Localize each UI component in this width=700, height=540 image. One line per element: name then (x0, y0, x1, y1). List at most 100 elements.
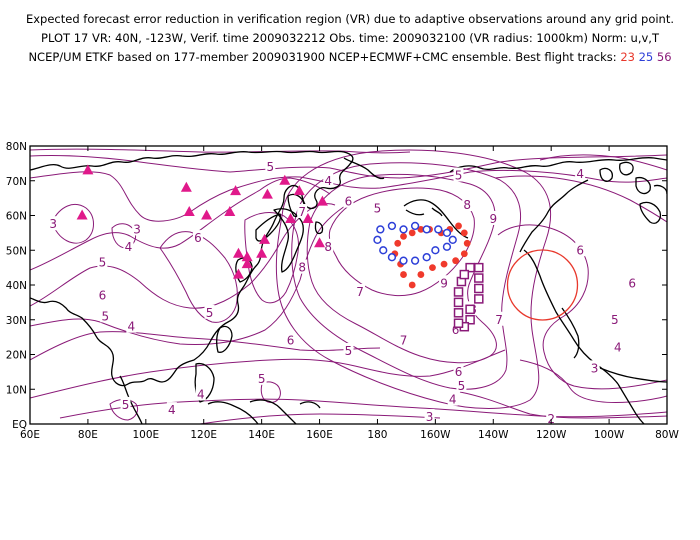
contour-label-bg (546, 410, 557, 424)
axis-tick-labels: 60E 80E 100E 120E 140E 160E 180 160W 140W 120W 100… (6, 141, 680, 441)
track-25-point (399, 256, 408, 265)
track-23-point (440, 260, 448, 268)
observation-triangle (316, 195, 328, 206)
track-23-point (417, 226, 425, 233)
contour-label-bg (97, 287, 108, 302)
verification-region-circle (506, 249, 579, 321)
contour-label-bg (323, 238, 334, 253)
contour-label: 5 (455, 169, 463, 183)
contour-label-bg (456, 377, 467, 392)
title-line-3-text: NCEP/UM ETKF based on 177-member 2009031… (28, 50, 617, 64)
x-tick-label: 80W (655, 429, 679, 441)
track-25-point (448, 235, 457, 244)
track-23-point (417, 271, 425, 278)
x-tick-label: 80E (78, 429, 98, 441)
track-56-point (474, 273, 484, 283)
contour-label: 6 (345, 195, 353, 209)
observation-triangle (201, 209, 213, 220)
track-25-point (373, 235, 382, 244)
contour-label: 5 (99, 255, 107, 269)
contour-label-bg (627, 275, 638, 290)
contour-label: 4 (128, 320, 136, 334)
y-tick-label: EQ (12, 419, 27, 431)
observation-triangle (183, 206, 195, 217)
track-23-point (463, 239, 471, 247)
title-line-1: Expected forecast error reduction in ver… (25, 12, 675, 26)
track-label-25: 25 (638, 50, 654, 64)
x-tick-label: 60E (20, 429, 40, 441)
contour-label-bg (265, 158, 276, 173)
contour-label-bg (100, 308, 111, 323)
y-tick-label: 40N (6, 280, 27, 292)
contour-label-bg (126, 318, 137, 333)
track-25-point (442, 242, 452, 251)
contour-label-bg (204, 304, 215, 319)
contour-label: 7 (495, 313, 503, 327)
y-tick-label: 20N (6, 350, 27, 362)
contour-label: 3 (426, 410, 434, 424)
contour-label: 5 (374, 202, 382, 216)
symbol-layer: 3345654565454676545898879876756654323456… (48, 158, 638, 424)
contour-label-bg (97, 254, 108, 269)
contour-label-bg (123, 238, 134, 253)
contour-label-bg (575, 165, 586, 180)
track-25-point (387, 221, 397, 231)
contour-label: 6 (99, 288, 107, 302)
contour-label: 7 (400, 334, 408, 348)
contour-label: 6 (287, 334, 295, 348)
contour-label: 4 (449, 393, 457, 407)
contour-label: 4 (125, 240, 133, 254)
track-23-point (460, 250, 468, 258)
track-56-point (474, 262, 484, 273)
contour-label: 6 (628, 276, 636, 290)
contour-label: 4 (197, 387, 205, 401)
contour-label: 6 (576, 243, 584, 257)
observation-triangle (259, 233, 271, 244)
observation-triangle (241, 251, 253, 262)
contour-label: 9 (440, 276, 448, 290)
observation-triangle (241, 258, 253, 269)
contour-label-bg (166, 402, 177, 417)
contour-lines (30, 148, 667, 424)
plot-frame (29, 145, 668, 425)
contour-label-bg (192, 230, 203, 245)
track-25-point (410, 256, 420, 265)
contour-label: 4 (614, 341, 622, 355)
contour-label: 5 (345, 344, 353, 358)
contour-label-bg (355, 283, 366, 298)
contour-label-bg (323, 172, 334, 187)
contour-label: 4 (576, 167, 584, 181)
contour-label: 5 (122, 398, 130, 412)
track-56-point (465, 315, 475, 325)
contour-label-bg (343, 193, 354, 208)
track-25-point (422, 225, 431, 234)
contour-label-bg (297, 204, 308, 219)
contour-label-bg (195, 386, 206, 401)
contour-label: 3 (591, 361, 599, 375)
figure-title: Expected forecast error reduction in ver… (0, 10, 700, 67)
contour-label-bg (372, 200, 383, 215)
contour-label: 8 (463, 198, 471, 212)
x-tick-label: 100W (594, 429, 625, 441)
observation-triangle (180, 181, 192, 192)
contour-label: 8 (298, 261, 306, 275)
track-25-point (376, 225, 385, 234)
title-line-2: PLOT 17 VR: 40N, -123W, Verif. time 2009… (41, 31, 659, 45)
track-25-point (410, 221, 420, 231)
contour-label: 6 (194, 231, 202, 245)
y-tick-label: 30N (6, 315, 27, 327)
x-tick-label: 160W (420, 429, 451, 441)
contour-label: 3 (49, 217, 57, 231)
track-label-56: 56 (656, 50, 672, 64)
track-label-23: 23 (620, 50, 635, 64)
contour-label: 5 (267, 160, 275, 174)
contour-label-bg (453, 363, 464, 378)
contour-label-bg (453, 167, 464, 182)
contour-label-bg (120, 396, 131, 411)
observation-triangle (232, 247, 244, 258)
contour-label: 8 (324, 240, 332, 254)
track-56-point (459, 269, 470, 280)
contour-label: 7 (298, 205, 306, 219)
track-25-point (387, 253, 397, 262)
x-tick-label: 140W (478, 429, 509, 441)
